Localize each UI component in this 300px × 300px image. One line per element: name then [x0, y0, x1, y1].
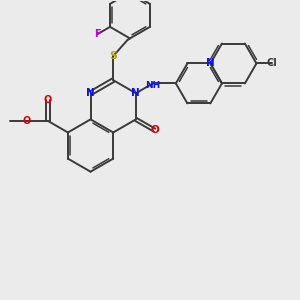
Text: O: O — [44, 94, 52, 104]
Text: O: O — [22, 116, 31, 126]
Text: Cl: Cl — [267, 58, 278, 68]
Text: F: F — [94, 29, 101, 39]
Text: N: N — [131, 88, 140, 98]
Text: N: N — [86, 88, 95, 98]
Text: N: N — [206, 58, 215, 68]
Text: S: S — [109, 51, 117, 61]
Text: NH: NH — [145, 81, 160, 90]
Text: O: O — [150, 125, 159, 135]
